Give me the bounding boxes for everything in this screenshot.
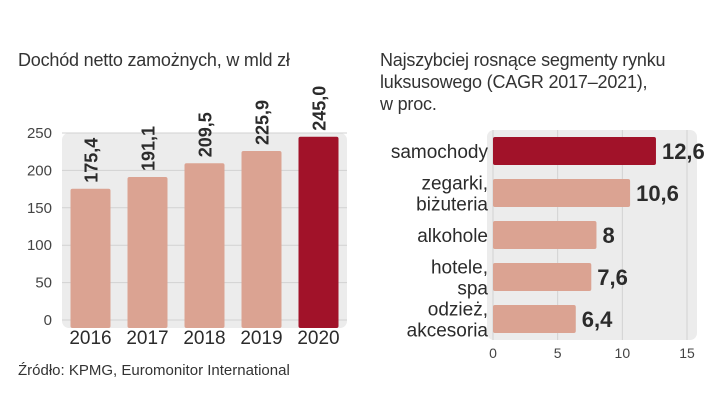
x-tick-label: 0 bbox=[489, 345, 497, 361]
bar bbox=[241, 151, 282, 328]
bar bbox=[70, 188, 111, 328]
left-chart-title: Dochód netto zamożnych, w mld zł bbox=[18, 50, 290, 70]
y-tick-label: 50 bbox=[35, 275, 52, 292]
bar bbox=[493, 221, 597, 249]
bar-value-label: 10,6 bbox=[636, 181, 679, 206]
horizontal-bar-chart: 0 5 10 15 12,6 samochody 10,6 zegarki,biżuteria… bbox=[391, 130, 705, 361]
category-label: akcesoria bbox=[407, 321, 489, 342]
bar-value-label: 245,0 bbox=[310, 86, 330, 131]
x-tick-label: 15 bbox=[679, 345, 695, 361]
bar bbox=[493, 263, 592, 291]
vertical-bar-chart: 0 50 100 150 200 250 175,4 2016 191,1 2017 209,5 20… bbox=[27, 86, 347, 349]
category-label: zegarki, bbox=[421, 174, 488, 195]
x-tick-label: 2016 bbox=[69, 328, 111, 349]
bar bbox=[493, 305, 576, 333]
bar-value-label: 175,4 bbox=[82, 138, 102, 183]
y-tick-label: 0 bbox=[44, 312, 52, 329]
category-label: biżuteria bbox=[416, 195, 488, 216]
bar-value-label: 225,9 bbox=[253, 100, 273, 145]
right-title-line-3: w proc. bbox=[380, 94, 437, 114]
x-tick-label: 2020 bbox=[297, 328, 339, 349]
x-tick-label: 2018 bbox=[183, 328, 225, 349]
y-tick-label: 200 bbox=[27, 162, 52, 179]
bar-value-label: 12,6 bbox=[662, 139, 705, 164]
bar-value-label: 7,6 bbox=[597, 265, 628, 290]
category-label: spa bbox=[457, 279, 488, 300]
bar-value-label: 191,1 bbox=[139, 126, 159, 171]
bar bbox=[298, 136, 339, 328]
x-tick-label: 2019 bbox=[240, 328, 282, 349]
right-chart-title: Najszybciej rosnące segmenty rynku luksu… bbox=[380, 49, 710, 115]
source-note: Źródło: KPMG, Euromonitor International bbox=[18, 362, 290, 379]
right-title-line-1: Najszybciej rosnące segmenty rynku bbox=[380, 50, 666, 70]
bar bbox=[493, 137, 656, 165]
x-tick-label: 5 bbox=[554, 345, 562, 361]
category-label: samochody bbox=[391, 142, 489, 163]
bar bbox=[493, 179, 631, 207]
bar-value-label: 209,5 bbox=[196, 112, 216, 157]
category-label: odzież, bbox=[428, 300, 488, 321]
x-tick-label: 2017 bbox=[126, 328, 168, 349]
bar-value-label: 6,4 bbox=[582, 307, 613, 332]
y-tick-label: 100 bbox=[27, 237, 52, 254]
right-title-line-2: luksusowego (CAGR 2017–2021), bbox=[380, 72, 648, 92]
category-label: alkohole bbox=[417, 226, 488, 247]
category-label: hotele, bbox=[431, 258, 488, 279]
bar bbox=[184, 163, 225, 328]
bar bbox=[127, 177, 168, 328]
bar-value-label: 8 bbox=[602, 223, 614, 248]
y-tick-label: 150 bbox=[27, 200, 52, 217]
y-tick-label: 250 bbox=[27, 125, 52, 142]
x-tick-label: 10 bbox=[615, 345, 631, 361]
